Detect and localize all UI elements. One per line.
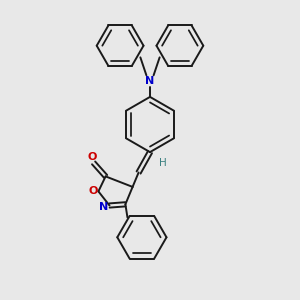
Text: H: H xyxy=(159,158,167,169)
Text: N: N xyxy=(146,76,154,86)
Text: O: O xyxy=(87,152,97,163)
Text: N: N xyxy=(100,202,109,212)
Text: O: O xyxy=(88,186,98,196)
